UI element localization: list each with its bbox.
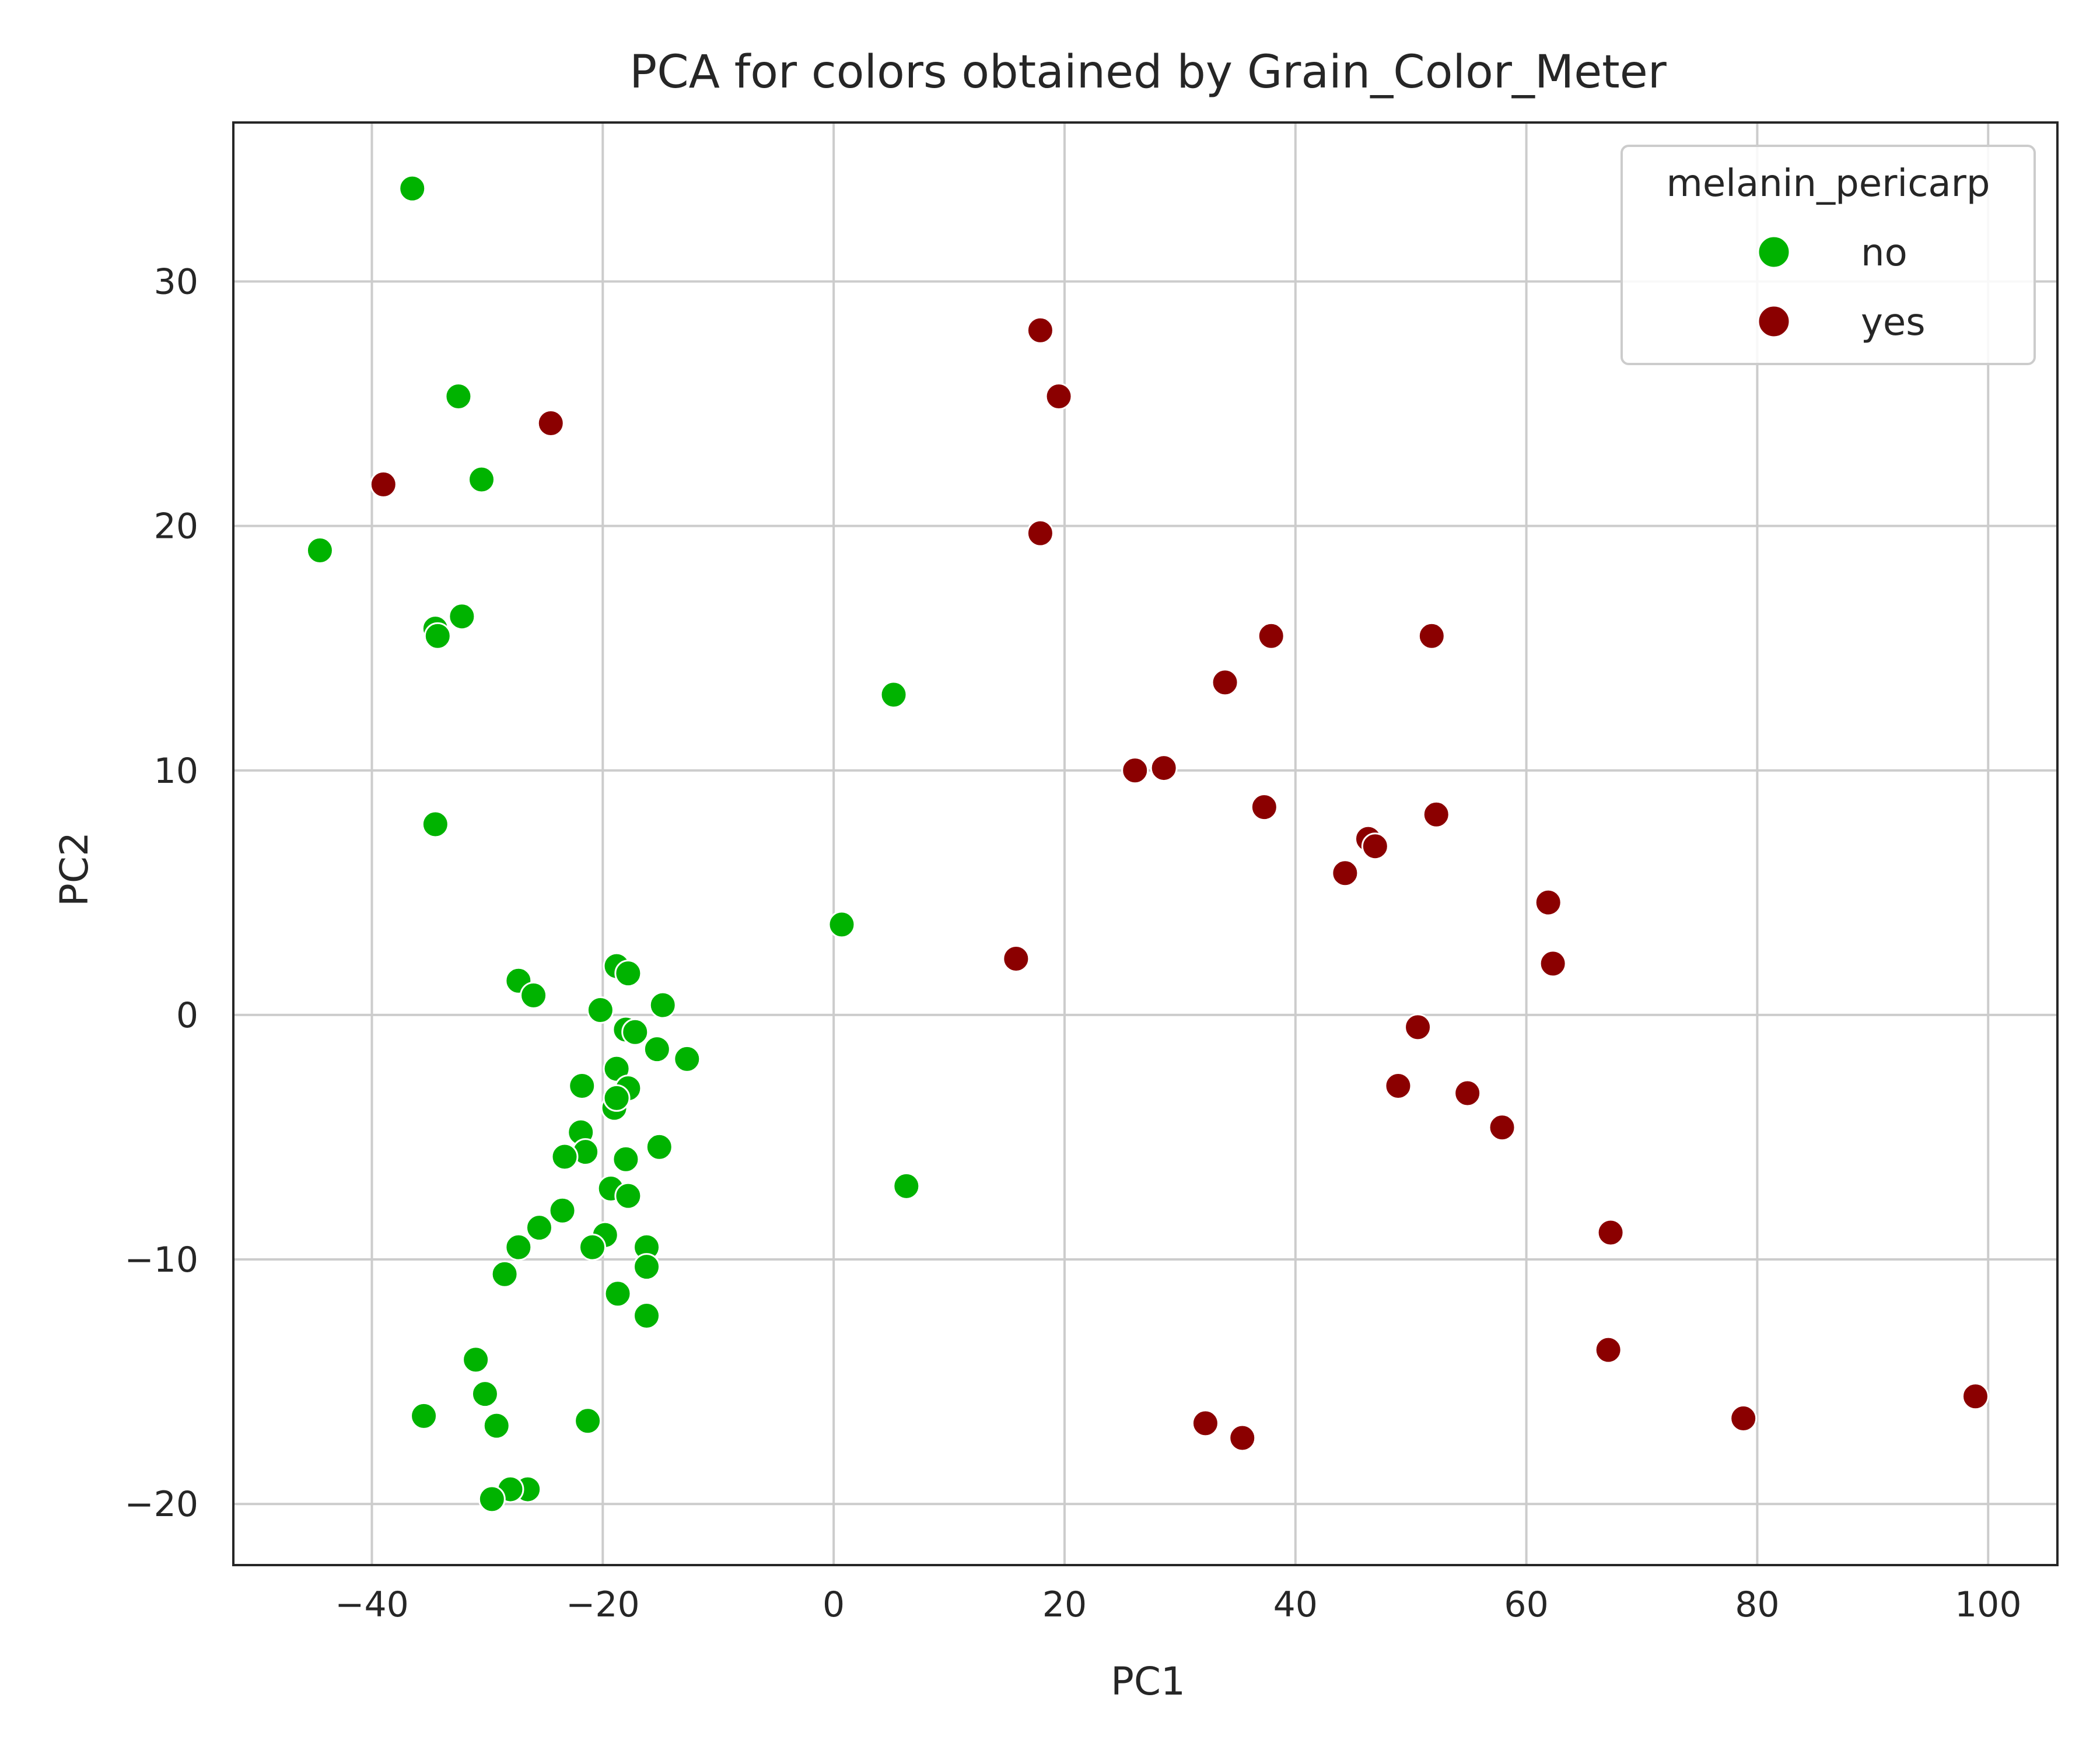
data-point-no <box>574 1407 602 1435</box>
x-tick-label: 80 <box>1735 1584 1779 1625</box>
y-tick-label: 10 <box>154 751 198 792</box>
legend-label-yes: yes <box>1861 301 1926 344</box>
data-point-no <box>520 981 548 1009</box>
data-point-no <box>398 174 426 202</box>
data-point-yes <box>1597 1219 1625 1247</box>
data-point-yes <box>1384 1072 1412 1100</box>
data-point-no <box>586 996 614 1024</box>
data-point-no <box>633 1253 661 1281</box>
data-point-no <box>505 1233 533 1261</box>
legend-title: melanin_pericarp <box>1666 162 1990 205</box>
data-point-no <box>603 1084 631 1112</box>
data-point-no <box>614 960 642 988</box>
data-point-yes <box>1422 800 1450 828</box>
data-point-yes <box>1150 754 1178 782</box>
data-point-yes <box>1594 1336 1622 1364</box>
data-point-no <box>444 382 473 410</box>
data-point-no <box>421 810 449 838</box>
y-tick-label: −20 <box>124 1484 198 1525</box>
data-point-no <box>478 1485 506 1513</box>
data-point-yes <box>1534 888 1562 916</box>
data-point-yes <box>1404 1013 1432 1041</box>
y-tick-label: 20 <box>154 506 198 547</box>
data-point-no <box>612 1145 640 1173</box>
data-point-no <box>643 1035 671 1063</box>
legend: melanin_pericarp no yes <box>1620 145 2036 365</box>
data-point-no <box>424 622 452 650</box>
data-point-no <box>673 1045 701 1073</box>
data-point-no <box>462 1346 490 1374</box>
data-point-no <box>410 1402 438 1430</box>
data-point-no <box>482 1412 510 1440</box>
data-point-yes <box>1361 832 1389 860</box>
data-point-no <box>621 1018 649 1046</box>
data-point-yes <box>1331 859 1359 887</box>
data-point-no <box>604 1280 632 1308</box>
y-axis-label: PC2 <box>52 832 97 907</box>
data-point-no <box>306 537 334 565</box>
y-tick-label: 0 <box>176 995 198 1036</box>
data-point-yes <box>1418 622 1446 650</box>
data-point-no <box>614 1182 642 1210</box>
x-axis-label: PC1 <box>1111 1659 1185 1704</box>
legend-marker-no <box>1757 235 1791 269</box>
data-point-yes <box>1191 1409 1219 1437</box>
data-point-yes <box>369 470 397 498</box>
legend-label-no: no <box>1861 232 1908 275</box>
y-tick-label: −10 <box>124 1240 198 1280</box>
data-point-yes <box>1045 382 1073 410</box>
data-point-no <box>828 911 856 939</box>
data-point-yes <box>1211 668 1239 696</box>
data-point-yes <box>537 410 565 438</box>
x-tick-label: 20 <box>1042 1584 1087 1625</box>
data-point-yes <box>1228 1424 1256 1452</box>
x-tick-label: −20 <box>566 1584 640 1625</box>
data-point-no <box>649 991 677 1019</box>
data-point-no <box>448 603 476 631</box>
data-point-no <box>568 1072 596 1100</box>
y-tick-label: 30 <box>154 261 198 302</box>
data-point-no <box>880 681 908 709</box>
data-point-no <box>491 1260 519 1288</box>
legend-box <box>1620 145 2036 365</box>
chart-title: PCA for colors obtained by Grain_Color_M… <box>629 46 1667 99</box>
data-point-yes <box>1002 945 1030 973</box>
data-point-yes <box>1539 950 1567 978</box>
data-point-no <box>551 1143 579 1171</box>
data-point-no <box>633 1301 661 1329</box>
x-tick-label: 0 <box>822 1584 845 1625</box>
plot-frame <box>232 121 2059 1566</box>
legend-marker-yes <box>1757 304 1791 338</box>
data-point-no <box>892 1172 921 1200</box>
data-point-no <box>645 1133 673 1161</box>
data-point-no <box>548 1196 576 1224</box>
data-point-yes <box>1026 519 1054 547</box>
data-point-yes <box>1454 1079 1482 1107</box>
data-point-no <box>579 1233 607 1261</box>
x-tick-label: −40 <box>335 1584 409 1625</box>
scatter-points <box>306 174 1989 1513</box>
data-point-no <box>468 466 496 494</box>
x-tick-label: 40 <box>1273 1584 1318 1625</box>
data-point-no <box>525 1214 553 1242</box>
tick-labels: −40 −20 0 20 40 60 80 100 −20 −10 0 10 20 30 <box>124 261 2021 1625</box>
data-point-yes <box>1257 622 1285 650</box>
x-tick-label: 100 <box>1955 1584 2022 1625</box>
data-point-yes <box>1250 793 1278 821</box>
data-point-yes <box>1961 1382 1989 1410</box>
data-point-yes <box>1121 757 1149 785</box>
data-point-yes <box>1026 316 1054 344</box>
x-tick-label: 60 <box>1504 1584 1548 1625</box>
data-point-yes <box>1488 1114 1516 1142</box>
data-point-yes <box>1730 1405 1758 1433</box>
data-point-no <box>471 1380 499 1408</box>
